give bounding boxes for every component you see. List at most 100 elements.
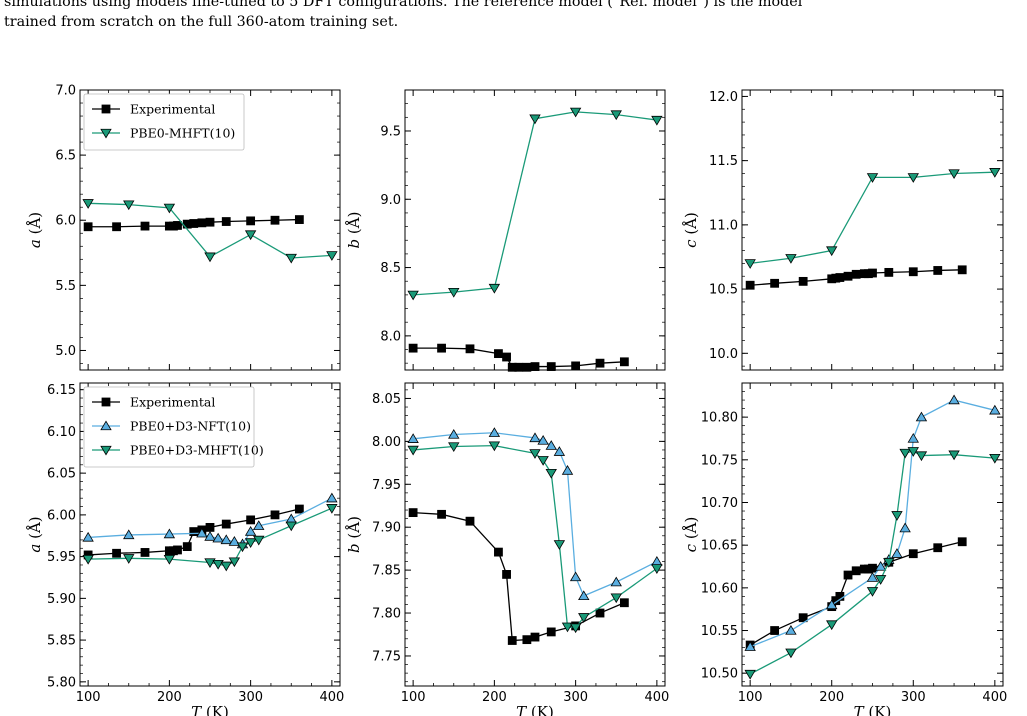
legend-marker [100,128,112,139]
data-point [140,221,150,231]
data-point [465,344,475,354]
data-point [915,411,928,422]
series-experimental [408,508,629,645]
y-tick-label: 10.60 [701,581,738,596]
data-point [163,203,176,214]
data-point [408,343,418,353]
y-tick-label: 10.55 [701,624,738,639]
y-tick-label: 7.95 [372,478,401,493]
y-axis-variable: a [26,239,44,248]
y-tick-label: 6.10 [47,425,76,440]
data-point [571,361,581,371]
data-point [884,267,894,277]
y-tick-label: 6.15 [47,383,76,398]
x-tick-label: 300 [238,690,263,705]
series-line [413,111,657,296]
data-point [545,440,557,450]
data-point [112,548,121,558]
data-point [595,608,605,618]
y-tick-label: 7.90 [372,521,401,536]
panel-bottom-left: 100 200 300 400 5.80 5.85 5.90 5.95 6.00 6.05 6.10… [26,382,344,716]
panel-bottom-middle: 100 200 300 400 7.75 7.80 7.85 7.90 7.95 8.00 8.05… [345,382,669,716]
data-point [253,535,265,546]
data-point [220,534,232,545]
data-point [182,542,192,552]
data-point [326,492,338,503]
x-axis-variable: T [191,703,202,716]
data-point [546,627,556,637]
legend: Experimental PBE0+D3-NFT(10) PBE0+D3-MHFT(… [83,386,264,468]
data-point [285,253,297,264]
data-point [244,538,257,548]
data-point [205,217,215,227]
y-tick-label: 11.5 [709,154,738,169]
x-tick-label: 100 [76,690,101,705]
data-point [907,432,919,443]
data-point [546,362,556,371]
y-tick-label: 8.05 [372,392,401,407]
data-point [933,266,943,275]
data-point [173,221,182,230]
data-point [619,598,629,608]
y-tick-label: 9.0 [380,193,401,208]
data-point [502,570,511,579]
legend-marker [100,445,112,456]
series-pbe0-mhft-10- [744,168,1001,269]
data-point [407,290,419,301]
data-point [744,641,756,651]
data-point [285,513,297,524]
data-point [866,587,879,597]
y-axis-unit: (Å) [682,517,700,544]
x-axis-label: T (K) [191,703,229,716]
data-point [228,536,241,546]
y-axis-variable: b [345,239,363,249]
data-point [530,632,540,642]
data-point [112,222,121,232]
data-point [123,529,135,540]
data-point [270,215,280,225]
x-tick-label: 400 [319,690,344,705]
data-point [843,570,853,580]
data-point [908,267,918,277]
data-point [957,265,967,275]
data-point [866,572,879,582]
data-point [163,554,176,565]
data-point [448,442,460,453]
y-axis-variable: a [26,544,44,553]
data-point [221,217,231,226]
plot-frame [741,382,1004,687]
data-point [196,527,208,538]
data-point [494,349,503,359]
data-point [326,504,338,514]
data-point [529,432,541,443]
legend-label: PBE0+D3-NFT(10) [130,419,251,434]
data-point [465,516,475,526]
data-point [448,287,460,298]
series-experimental [745,265,967,290]
data-point [826,599,838,610]
series-pbe0-d3-nft-10- [407,427,663,601]
y-axis-label: b (Å) [345,212,363,249]
data-point [448,428,460,439]
x-tick-label: 300 [563,690,588,705]
data-point [883,558,895,568]
data-point [908,549,918,559]
data-point [891,511,903,521]
x-tick-label: 100 [738,690,763,705]
legend-box [83,386,255,468]
data-point [82,554,94,565]
data-point [561,622,574,633]
legend: Experimental PBE0-MHFT(10) [83,93,245,151]
series-experimental [408,343,629,372]
data-point [948,169,960,180]
y-tick-label: 5.85 [47,634,76,649]
data-point [189,219,199,228]
data-point [529,449,541,459]
x-tick-label: 400 [644,690,669,705]
data-point [948,450,960,461]
series-line [749,399,996,648]
y-axis-variable: b [345,543,363,553]
y-tick-label: 10.70 [701,496,738,511]
series-line [413,511,625,642]
data-point [189,527,199,536]
